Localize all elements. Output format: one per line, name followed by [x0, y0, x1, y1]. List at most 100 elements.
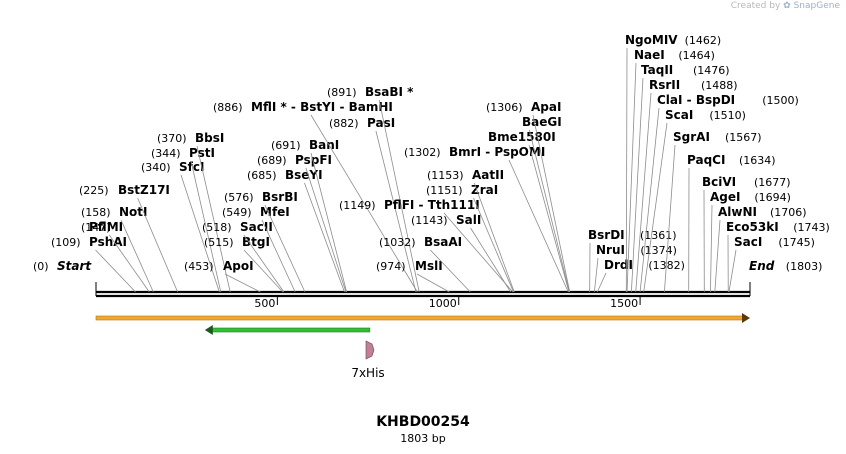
plasmid-length: 1803 bp: [400, 432, 446, 445]
enzyme-site-38: SgrAI (1567): [663, 130, 762, 293]
enzyme-site-26: Bme1580I: [488, 130, 570, 293]
enzyme-site-28: ApaI (1306): [486, 100, 571, 293]
enzyme-name: BaeGI: [522, 115, 562, 129]
enzyme-position: (1677): [754, 176, 791, 189]
enzyme-position: (1476): [693, 64, 730, 77]
enzyme-position: (685): [247, 169, 277, 182]
enzyme-line: [375, 130, 417, 293]
enzyme-line: [378, 99, 420, 293]
enzyme-position: (1153): [427, 169, 464, 182]
enzyme-line: [95, 249, 136, 293]
enzyme-position: (1634): [739, 154, 776, 167]
enzyme-line: [304, 182, 345, 293]
feature-bar-reverse: [210, 327, 371, 333]
enzyme-site-42: AlwNI (1706): [714, 205, 807, 293]
enzyme-site-2: PflMI(147): [81, 220, 150, 293]
enzyme-site-43: Eco53kI (1743): [726, 220, 830, 293]
enzyme-position: (974): [376, 260, 406, 273]
enzyme-site-22: PflFI - Tth111I (1149): [339, 198, 514, 293]
enzyme-position: (1488): [701, 79, 738, 92]
enzyme-site-14: PspFI (689): [257, 153, 347, 293]
enzyme-site-41: AgeI (1694): [710, 190, 791, 293]
enzyme-line: [261, 219, 296, 293]
enzyme-line: [120, 219, 154, 293]
enzyme-name: BbsI: [195, 131, 224, 145]
enzyme-site-33: NaeI (1464): [626, 48, 715, 293]
enzyme-line: [430, 249, 471, 293]
enzyme-name: End: [749, 259, 775, 273]
enzyme-site-29: BsrDI (1361): [588, 228, 677, 293]
enzyme-position: (689): [257, 154, 287, 167]
enzyme-line: [224, 273, 261, 293]
enzyme-line: [528, 129, 570, 293]
credit-brand: SnapGene: [793, 1, 840, 11]
enzyme-line: [137, 197, 178, 293]
enzyme-site-5: SfcI (340): [141, 160, 220, 293]
enzyme-line: [473, 182, 515, 293]
enzyme-name: SacI: [734, 235, 762, 249]
feature-label: 7xHis: [351, 366, 384, 380]
feature-arrowhead-reverse: [204, 325, 213, 335]
enzyme-name: MfeI: [260, 205, 290, 219]
enzyme-name: PflMI: [89, 220, 123, 234]
enzyme-site-6: PstI (344): [151, 146, 222, 293]
enzyme-position: (518): [202, 221, 232, 234]
enzyme-site-11: MfeI (549): [222, 205, 296, 293]
enzyme-name: PflFI - Tth111I: [384, 198, 480, 212]
enzyme-position: (891): [327, 86, 357, 99]
enzyme-position: (515): [204, 236, 234, 249]
enzyme-position: (158): [81, 206, 111, 219]
enzyme-name: BsaAI: [424, 235, 462, 249]
feature-arrowhead-forward: [742, 313, 750, 323]
enzyme-name: BanI: [309, 138, 339, 152]
enzyme-site-19: MslI (974): [376, 259, 450, 293]
enzyme-name: SalI: [456, 213, 481, 227]
enzyme-position: (1745): [778, 236, 815, 249]
enzyme-position: (691): [271, 139, 301, 152]
enzyme-position: (109): [51, 236, 81, 249]
enzyme-name: AatII: [472, 168, 504, 182]
enzyme-position: (370): [157, 132, 187, 145]
enzyme-line: [508, 159, 569, 293]
enzyme-name: Bme1580I: [488, 130, 556, 144]
enzyme-line: [728, 249, 737, 293]
enzyme-position: (886): [213, 101, 243, 114]
enzyme-site-31: DrdI(1382): [596, 258, 685, 293]
feature-7xhis-arrow: [365, 340, 375, 360]
enzyme-name: NruI: [596, 243, 625, 257]
enzyme-position: (1149): [339, 199, 376, 212]
enzyme-position: (147): [81, 221, 111, 234]
plasmid-name: KHBD00254: [376, 414, 470, 430]
enzyme-position: (0): [33, 260, 49, 273]
enzyme-name: DrdI: [604, 258, 633, 272]
enzyme-site-17: MflI * - BstYI - BamHI (886): [213, 100, 418, 293]
ruler-label-500: 500: [254, 297, 275, 310]
enzyme-name: PspFI: [295, 153, 332, 167]
enzyme-name: BtgI: [242, 235, 270, 249]
enzyme-position: (576): [224, 191, 254, 204]
enzyme-site-34: TaqII (1476): [630, 63, 730, 293]
enzyme-site-40: BciVI (1677): [702, 175, 791, 293]
enzyme-position: (1510): [709, 109, 746, 122]
enzyme-line: [635, 92, 652, 293]
enzyme-site-25: BmrI - PspOMI (1302): [404, 145, 569, 293]
enzyme-site-1: PshAI (109): [51, 235, 136, 293]
enzyme-site-15: BanI (691): [271, 138, 348, 293]
enzyme-line: [710, 204, 713, 293]
enzyme-site-36: ClaI - BspDI (1500): [639, 93, 799, 293]
enzyme-name: BsaBI *: [365, 85, 414, 99]
enzyme-site-37: ScaI (1510): [643, 108, 746, 293]
enzyme-name: ClaI - BspDI: [657, 93, 735, 107]
enzyme-name: ApaI: [531, 100, 561, 114]
enzyme-name: BsrBI: [262, 190, 298, 204]
enzyme-line: [596, 272, 607, 293]
enzyme-name: BseYI: [285, 168, 323, 182]
snapgene-logo-icon: ✿: [783, 1, 791, 11]
enzyme-name: NaeI: [634, 48, 665, 62]
enzyme-name: AgeI: [710, 190, 740, 204]
enzyme-position: (1302): [404, 146, 441, 159]
enzyme-position: (1032): [379, 236, 416, 249]
feature-bar-main: [95, 315, 745, 321]
enzyme-name: Eco53kI: [726, 220, 779, 234]
